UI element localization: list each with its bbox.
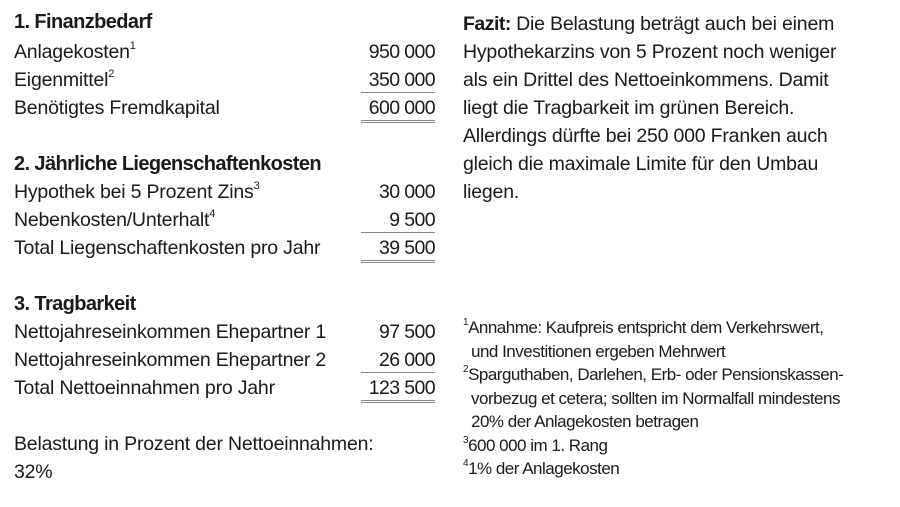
belastung-value: 32% <box>14 461 53 483</box>
footnote: 41% der Anlagekosten <box>463 458 620 479</box>
footnote-ref: 4 <box>209 208 216 220</box>
section-heading: 3. Tragbarkeit <box>14 293 136 315</box>
table-row: Nettojahreseinkommen Ehepartner 1 97 500 <box>14 318 436 346</box>
fazit-line: als ein Drittel des Nettoeinkommens. Dam… <box>463 69 829 91</box>
footnotes: 1Annahme: Kaufpreis entspricht dem Verke… <box>463 316 893 481</box>
fazit-line: Allerdings dürfte bei 250 000 Franken au… <box>463 125 828 147</box>
fazit-paragraph: Fazit: Die Belastung beträgt auch bei ei… <box>463 10 893 206</box>
row-label: Total Nettoeinnahmen pro Jahr <box>14 377 275 399</box>
fazit-line: gleich die maximale Limite für den Umbau <box>463 153 819 175</box>
row-label: Benötigtes Fremdkapital <box>14 97 220 119</box>
table-row: Anlagekosten1 950 000 <box>14 38 436 66</box>
fazit-line: Hypothekarzins von 5 Prozent noch wenige… <box>463 41 837 63</box>
footnote: 1Annahme: Kaufpreis entspricht dem Verke… <box>463 317 824 338</box>
row-label: Nettojahreseinkommen Ehepartner 2 <box>14 349 327 371</box>
row-value: 950 000 <box>368 41 436 63</box>
fazit-line: liegen. <box>463 181 520 203</box>
footnote-ref: 2 <box>108 68 115 80</box>
row-label: Anlagekosten <box>14 41 130 63</box>
row-label: Nettojahreseinkommen Ehepartner 1 <box>14 321 327 343</box>
table-row: Nettojahreseinkommen Ehepartner 2 26 000 <box>14 346 436 374</box>
row-label: Eigenmittel <box>14 69 109 91</box>
row-label: Nebenkosten/Unterhalt <box>14 209 210 231</box>
row-value: 350 000 <box>361 66 436 93</box>
row-value: 123 500 <box>361 374 436 403</box>
table-row-total: Total Liegenschaftenkosten pro Jahr 39 5… <box>14 234 436 263</box>
table-row-total: Total Nettoeinnahmen pro Jahr 123 500 <box>14 374 436 403</box>
belastung-label: Belastung in Prozent der Nettoeinnahmen: <box>14 433 374 455</box>
fazit-label: Fazit: <box>463 13 511 35</box>
row-value: 39 500 <box>361 234 436 263</box>
row-label: Total Liegenschaftenkosten pro Jahr <box>14 237 321 259</box>
table-row-total: Benötigtes Fremdkapital 600 000 <box>14 94 436 123</box>
footnote-ref: 3 <box>253 180 260 192</box>
section-heading: 2. Jährliche Liegenschaftenkosten <box>14 153 322 175</box>
row-value: 9 500 <box>361 206 436 233</box>
footnote: 2Sparguthaben, Darlehen, Erb- oder Pensi… <box>463 364 844 385</box>
footnote-ref: 1 <box>129 40 136 52</box>
row-value: 26 000 <box>361 346 436 373</box>
row-label: Hypothek bei 5 Prozent Zins <box>14 181 254 203</box>
table-row: Nebenkosten/Unterhalt4 9 500 <box>14 206 436 234</box>
table-row: Hypothek bei 5 Prozent Zins3 30 000 <box>14 178 436 206</box>
fazit-line: Die Belastung beträgt auch bei einem <box>510 13 835 35</box>
row-value: 97 500 <box>378 321 436 343</box>
table-row: Eigenmittel2 350 000 <box>14 66 436 94</box>
footnote: 3600 000 im 1. Rang <box>463 434 608 455</box>
row-value: 600 000 <box>361 94 436 123</box>
row-value: 30 000 <box>378 181 436 203</box>
section-heading: 1. Finanzbedarf <box>14 11 152 33</box>
fazit-line: liegt die Tragbarkeit im grünen Bereich. <box>463 97 795 119</box>
